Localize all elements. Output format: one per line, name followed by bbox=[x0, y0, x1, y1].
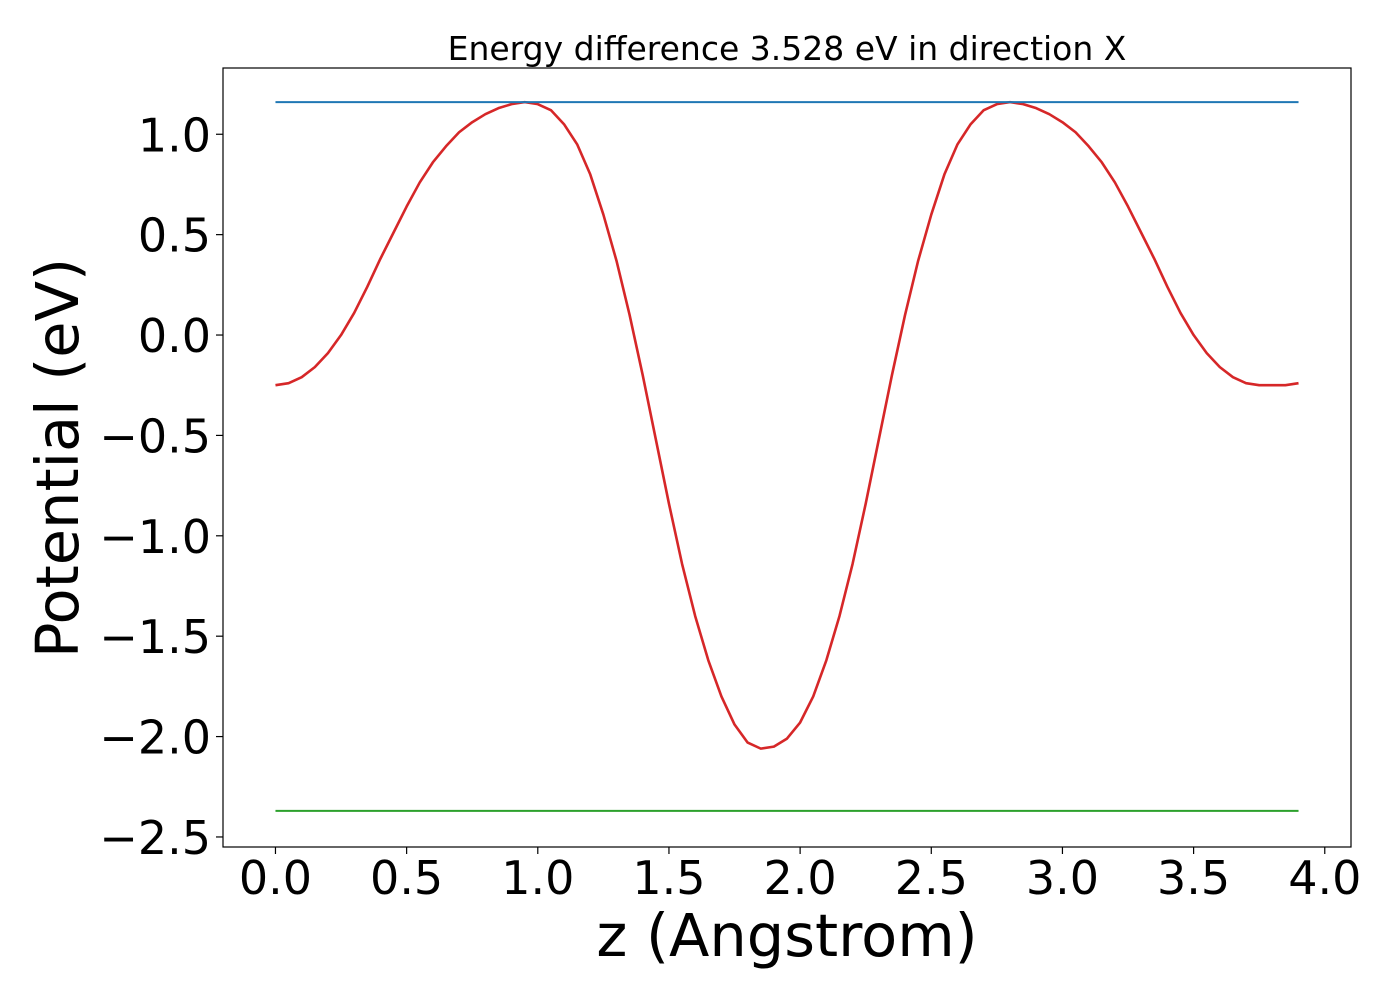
y-tick-label: −0.5 bbox=[99, 409, 211, 463]
series-line-0 bbox=[275, 100, 1299, 750]
axis-ticks: 0.0 0.5 1.0 1.5 2.0 2.5 3.0 3.5 4.0 1.0 0.5 0.0 −0.5… bbox=[99, 108, 1361, 905]
y-axis-label: Potential (eV) bbox=[23, 258, 92, 658]
x-tick-label: 3.5 bbox=[1157, 851, 1230, 905]
x-tick-label: 3.0 bbox=[1026, 851, 1099, 905]
x-tick-label: 4.0 bbox=[1288, 851, 1361, 905]
y-tick-label: −1.5 bbox=[99, 610, 211, 664]
y-tick-label: −2.0 bbox=[99, 711, 211, 765]
x-axis-label: z (Angstrom) bbox=[596, 901, 977, 970]
y-tick-label: 0.5 bbox=[138, 209, 211, 263]
chart-title: Energy difference 3.528 eV in direction … bbox=[448, 29, 1127, 68]
x-tick-label: 2.0 bbox=[764, 851, 837, 905]
x-tick-label: 1.5 bbox=[632, 851, 705, 905]
x-tick-label: 0.5 bbox=[370, 851, 443, 905]
y-tick-label: 0.0 bbox=[138, 309, 211, 363]
plot-area bbox=[275, 100, 1299, 812]
y-tick-label: −1.0 bbox=[99, 510, 211, 564]
x-tick-label: 1.0 bbox=[501, 851, 574, 905]
x-tick-label: 2.5 bbox=[895, 851, 968, 905]
y-tick-label: −2.5 bbox=[99, 811, 211, 865]
plot-frame bbox=[222, 67, 1352, 848]
y-tick-label: 1.0 bbox=[138, 108, 211, 162]
x-tick-label: 0.0 bbox=[239, 851, 312, 905]
